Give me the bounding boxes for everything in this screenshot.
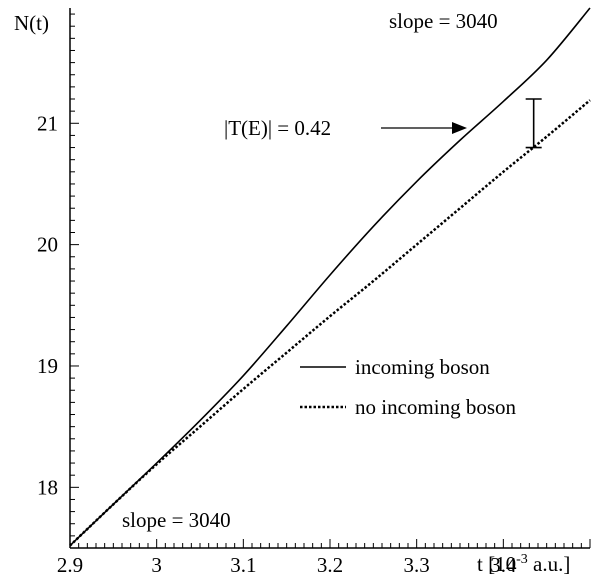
- legend-label-no-incoming-boson: no incoming boson: [355, 395, 516, 419]
- x-axis-label-unit: a.u.]: [528, 552, 571, 576]
- y-tick-label: 18: [37, 475, 58, 499]
- y-axis-label: N(t): [14, 11, 49, 35]
- legend: incoming boson no incoming boson: [300, 355, 516, 419]
- legend-label-incoming-boson: incoming boson: [355, 355, 490, 379]
- legend-item-no-incoming-boson: no incoming boson: [300, 395, 516, 419]
- y-tick-label: 19: [37, 354, 58, 378]
- x-tick-label: 3: [151, 553, 162, 577]
- x-tick-label: 3.1: [230, 553, 256, 577]
- series-incoming-boson: [69, 7, 591, 547]
- slope-top-annotation: slope = 3040: [389, 9, 498, 33]
- slope-bottom-annotation: slope = 3040: [122, 508, 231, 532]
- x-tick-label: 3.4: [490, 553, 517, 577]
- series-no-incoming-boson: [69, 99, 591, 547]
- x-axis-label: t [10-3 a.u.]: [477, 552, 570, 576]
- x-ticks: 2.9 3 3.1 3.2 3.3 3.4: [57, 539, 591, 577]
- x-tick-label: 3.3: [404, 553, 430, 577]
- x-tick-label: 3.2: [317, 553, 343, 577]
- legend-item-incoming-boson: incoming boson: [300, 355, 490, 379]
- x-tick-label: 2.9: [57, 553, 83, 577]
- y-tick-label: 21: [37, 111, 58, 135]
- transmission-annotation: |T(E)| = 0.42: [224, 116, 331, 140]
- y-tick-label: 20: [37, 233, 58, 257]
- transmission-arrow: [381, 122, 467, 134]
- x-axis-label-exponent: -3: [516, 552, 528, 567]
- series-layer: [69, 7, 591, 547]
- y-ticks: 18 19 20 21: [37, 13, 79, 549]
- plot-frame: [69, 8, 590, 549]
- x-axis-label-main: t [10: [477, 552, 516, 576]
- errorbar: [525, 98, 542, 149]
